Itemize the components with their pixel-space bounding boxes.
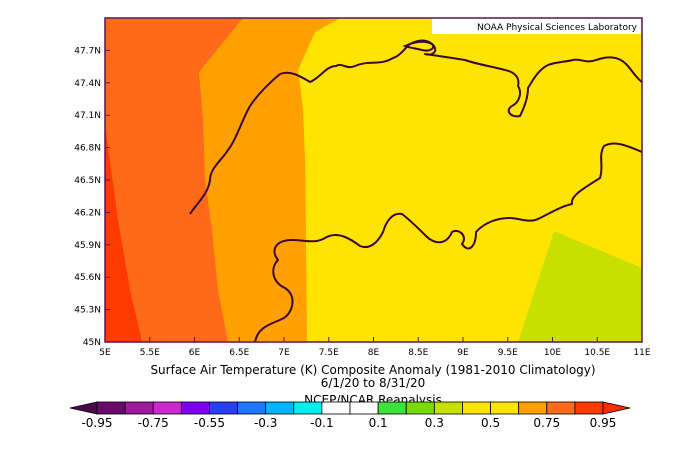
x-tick-label: 8E xyxy=(368,348,380,358)
y-tick-label: 46.8N xyxy=(74,144,101,154)
credit-text: NOAA Physical Sciences Laboratory xyxy=(477,23,638,33)
colorbar-swatch xyxy=(96,401,126,415)
colorbar-swatch xyxy=(152,401,182,415)
country-borders xyxy=(254,142,642,342)
colorbar-swatch xyxy=(405,401,435,415)
x-tick-label: 6E xyxy=(189,348,201,358)
colorbar-label: -0.3 xyxy=(254,416,277,430)
colorbar-swatch xyxy=(293,401,323,415)
colorbar-swatch xyxy=(124,401,154,415)
anomaly-region-red xyxy=(105,125,142,342)
x-tick-label: 9E xyxy=(457,348,469,358)
y-axis: 45N 45.3N 45.6N 45.9N 46.2N 46.5N 46.8N 47.1N 47… xyxy=(74,46,110,348)
colorbar-label: -0.55 xyxy=(194,416,225,430)
colorbar-swatch xyxy=(180,401,210,415)
y-tick-label: 46.5N xyxy=(74,176,101,186)
colorbar-swatch xyxy=(574,401,604,415)
colorbar-label: 0.1 xyxy=(369,416,388,430)
colorbar-label: -0.1 xyxy=(310,416,333,430)
colorbar-label: -0.75 xyxy=(138,416,169,430)
title-line-1: Surface Air Temperature (K) Composite An… xyxy=(150,363,595,377)
x-tick-label: 10.5E xyxy=(584,348,610,358)
anomaly-region-orange xyxy=(199,18,340,342)
colorbar-swatch xyxy=(237,401,267,415)
colorbar-right-arrow xyxy=(602,401,631,415)
x-tick-label: 11E xyxy=(633,348,650,358)
lake-outline xyxy=(402,40,435,52)
colorbar-label: -0.95 xyxy=(81,416,112,430)
y-tick-label: 45.6N xyxy=(74,273,101,283)
credit-box xyxy=(432,18,642,34)
colorbar-label: 0.3 xyxy=(425,416,444,430)
colorbar: -0.95 -0.75 -0.55 -0.3 -0.1 0.1 0.3 0.5 0.75 0.95 xyxy=(69,401,631,430)
colorbar-swatch xyxy=(321,401,351,415)
y-tick-label: 47.1N xyxy=(74,111,101,121)
colorbar-swatch xyxy=(433,401,463,415)
x-tick-label: 9.5E xyxy=(498,348,518,358)
x-tick-label: 5E xyxy=(99,348,111,358)
colorbar-swatch xyxy=(209,401,238,415)
x-axis: 5E 5.5E 6E 6.5E 7E 7.5E 8E 8.5E 9E 9.5E 10E 10.5E 11… xyxy=(99,337,651,358)
x-tick-label: 10E xyxy=(544,348,561,358)
y-tick-label: 45.3N xyxy=(74,306,101,316)
y-tick-label: 46.2N xyxy=(74,208,101,218)
colorbar-label: 0.75 xyxy=(533,416,560,430)
colorbar-swatch xyxy=(349,401,379,415)
x-tick-label: 8.5E xyxy=(408,348,428,358)
y-tick-label: 45N xyxy=(83,338,101,348)
x-tick-label: 7.5E xyxy=(319,348,339,358)
colorbar-label: 0.5 xyxy=(481,416,500,430)
x-tick-label: 5.5E xyxy=(140,348,160,358)
colorbar-swatch xyxy=(546,401,576,415)
y-tick-label: 47.7N xyxy=(74,46,101,56)
anomaly-fill xyxy=(105,18,642,342)
x-tick-label: 7E xyxy=(278,348,290,358)
y-tick-label: 45.9N xyxy=(74,241,101,251)
colorbar-swatch xyxy=(462,401,491,415)
colorbar-swatch xyxy=(490,401,520,415)
title-line-2: 6/1/20 to 8/31/20 xyxy=(321,376,426,390)
colorbar-swatch xyxy=(377,401,407,415)
anomaly-region-yellow-green xyxy=(518,231,642,342)
colorbar-swatch xyxy=(518,401,548,415)
y-tick-label: 47.4N xyxy=(74,79,101,89)
x-tick-label: 6.5E xyxy=(229,348,249,358)
swiss-north-border xyxy=(189,39,642,215)
colorbar-swatch xyxy=(265,401,295,415)
colorbar-left-arrow xyxy=(69,401,98,415)
colorbar-label: 0.95 xyxy=(590,416,617,430)
